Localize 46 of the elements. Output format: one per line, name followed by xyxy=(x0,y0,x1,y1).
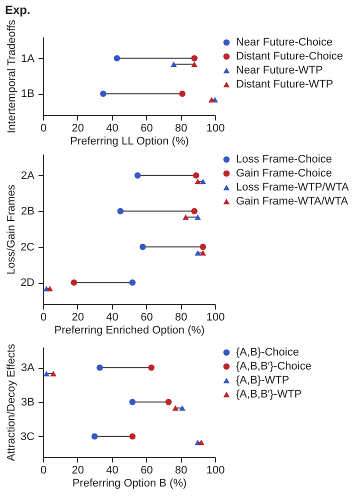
y-tick-label: 3C xyxy=(20,430,35,443)
x-tick-label: 40 xyxy=(106,122,118,134)
x-tick-label: 40 xyxy=(106,464,118,476)
y-tick-label: 2C xyxy=(20,241,35,254)
y-tick-label: 1B xyxy=(21,88,34,100)
x-tick-label: 0 xyxy=(40,312,47,324)
x-tick-label: 80 xyxy=(174,312,188,324)
x-axis-title: Preferring LL Option (%) xyxy=(70,136,189,148)
x-axis-title: Preferring Option B (%) xyxy=(72,478,187,490)
y-tick-label: 2A xyxy=(21,170,36,182)
chart-title: Exp. xyxy=(5,3,30,18)
y-axis-title: Loss/Gain Frames xyxy=(5,184,18,274)
x-tick-label: 40 xyxy=(106,312,118,324)
text: Loss Frame-Choice xyxy=(236,154,332,166)
text: Gain Frame-Choice xyxy=(236,168,332,180)
y-axis-title: Intertemporal Tradeoffs xyxy=(6,19,18,134)
y-tick-label: 2D xyxy=(20,277,35,290)
x-tick-label: 100 xyxy=(206,312,225,324)
y-axis-title: Attraction/Decoy Effects xyxy=(5,343,18,462)
text: Gain Frame-WTA/WTA xyxy=(236,196,349,208)
x-tick-label: 60 xyxy=(140,464,153,476)
x-tick-label: 20 xyxy=(72,464,84,476)
y-tick-label: 1A xyxy=(21,52,36,65)
x-tick-label: 20 xyxy=(72,122,84,134)
y-tick-label: 3B xyxy=(21,396,34,408)
x-tick-label: 100 xyxy=(206,464,225,476)
legend-label: {A,B}-WTP xyxy=(236,374,290,386)
legend-label: {A,B,B′}-Choice xyxy=(236,360,312,372)
legend-label: Distant Future-WTP xyxy=(236,78,334,90)
legend-label: Near Future-WTP xyxy=(236,64,323,76)
text: Loss Frame-WTP/WTA xyxy=(236,182,350,194)
x-tick-label: 0 xyxy=(40,464,47,476)
legend-label: Near Future-Choice xyxy=(236,36,333,48)
legend-label: {A,B}-Choice xyxy=(236,346,299,358)
x-tick-label: 0 xyxy=(40,122,47,134)
x-tick-label: 60 xyxy=(140,122,153,134)
x-tick-label: 100 xyxy=(206,122,225,134)
y-tick-label: 3A xyxy=(21,362,36,374)
y-tick-label: 2B xyxy=(21,206,34,218)
legend-label: Distant Future-Choice xyxy=(236,50,343,62)
x-tick-label: 20 xyxy=(72,312,84,324)
x-axis-title: Preferring Enriched Option (%) xyxy=(54,324,205,336)
x-tick-label: 80 xyxy=(174,464,188,476)
legend-label: {A,B,B′}-WTP xyxy=(236,388,302,400)
x-tick-label: 60 xyxy=(140,312,153,324)
x-tick-label: 80 xyxy=(174,122,188,134)
